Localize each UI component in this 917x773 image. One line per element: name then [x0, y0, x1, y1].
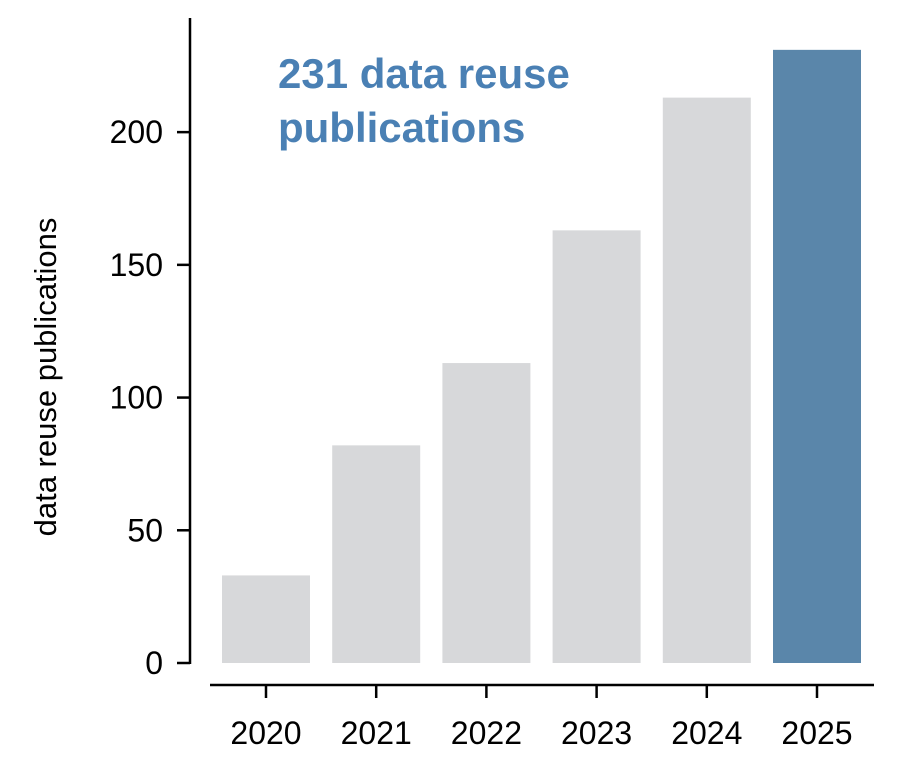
x-tick-label-2024: 2024 — [671, 715, 742, 751]
y-tick-label-150: 150 — [110, 247, 163, 283]
y-axis-title: data reuse publications — [28, 218, 63, 537]
bars-group — [222, 49, 861, 663]
bar-2025 — [773, 49, 861, 663]
y-ticks-group: 0 50 100 150 200 — [110, 114, 190, 681]
x-tick-label-2021: 2021 — [341, 715, 412, 751]
y-tick-label-0: 0 — [145, 645, 163, 681]
y-tick-label-100: 100 — [110, 380, 163, 416]
x-tick-label-2023: 2023 — [561, 715, 632, 751]
bar-2021 — [332, 445, 421, 663]
y-tick-label-50: 50 — [127, 512, 163, 548]
bar-2024 — [662, 97, 751, 663]
x-ticks-group: 2020 2021 2022 2023 2024 2025 — [230, 685, 853, 751]
y-tick-label-200: 200 — [110, 114, 163, 150]
annotation-line-1: 231 data reuse — [278, 50, 570, 97]
bar-2023 — [552, 230, 641, 663]
bar-2020 — [222, 575, 310, 663]
x-tick-label-2025: 2025 — [781, 715, 852, 751]
x-tick-label-2022: 2022 — [451, 715, 522, 751]
bar-2022 — [442, 363, 531, 663]
x-tick-label-2020: 2020 — [230, 715, 301, 751]
annotation-line-2: publications — [278, 104, 525, 151]
